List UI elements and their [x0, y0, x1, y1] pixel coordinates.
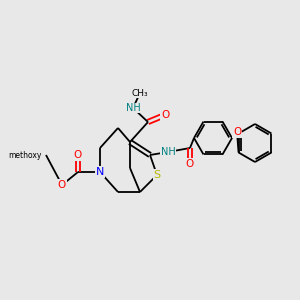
Text: S: S	[153, 170, 161, 180]
Text: N: N	[96, 167, 104, 177]
Text: O: O	[186, 159, 194, 169]
Text: O: O	[58, 180, 66, 190]
Text: NH: NH	[160, 147, 175, 157]
Text: O: O	[161, 110, 169, 120]
Text: O: O	[233, 127, 241, 137]
Text: methoxy: methoxy	[9, 151, 42, 160]
Text: O: O	[74, 150, 82, 160]
Text: CH₃: CH₃	[132, 88, 148, 98]
Text: NH: NH	[126, 103, 140, 113]
